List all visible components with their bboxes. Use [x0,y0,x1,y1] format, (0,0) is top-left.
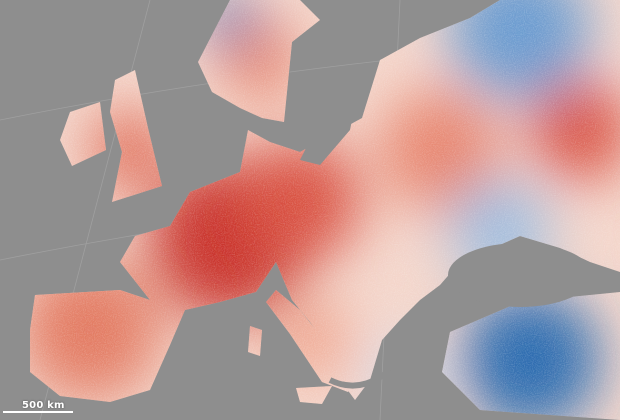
baltic-sea [300,80,360,165]
black-sea [448,243,592,307]
scale-bar [3,411,73,413]
scale-bar-label: 500 km [22,400,65,411]
